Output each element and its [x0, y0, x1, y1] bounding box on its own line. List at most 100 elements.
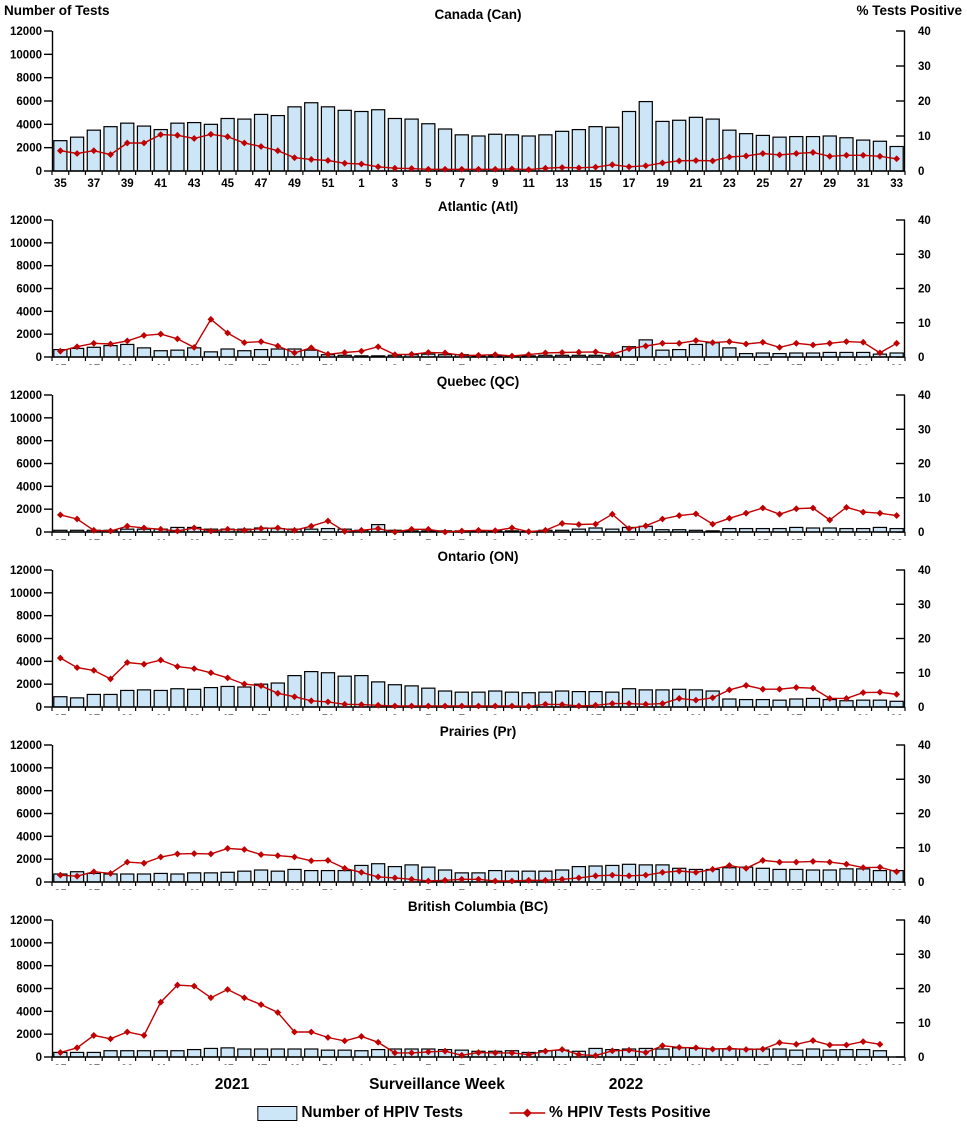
positivity-line-prairies-pr [56, 845, 901, 885]
svg-text:31: 31 [857, 178, 870, 190]
svg-text:21: 21 [690, 889, 703, 890]
svg-text:43: 43 [188, 539, 201, 540]
svg-text:11: 11 [523, 889, 536, 890]
svg-text:10: 10 [918, 1018, 931, 1030]
svg-text:41: 41 [154, 178, 167, 190]
panel-title-prairies-pr: Prairies (Pr) [440, 724, 517, 739]
panel-title-atlantic-atl: Atlantic (Atl) [438, 199, 518, 214]
bar-legend-swatch [257, 1105, 298, 1121]
svg-text:51: 51 [322, 178, 335, 190]
svg-text:4000: 4000 [16, 481, 42, 493]
svg-text:11: 11 [523, 178, 536, 190]
svg-text:39: 39 [121, 714, 134, 715]
svg-text:0: 0 [918, 1052, 924, 1064]
svg-text:0: 0 [918, 352, 924, 364]
svg-text:8000: 8000 [16, 611, 42, 623]
svg-text:41: 41 [154, 1064, 167, 1065]
svg-text:3: 3 [392, 178, 398, 190]
svg-text:1: 1 [358, 178, 365, 190]
svg-text:15: 15 [589, 364, 602, 365]
svg-text:35: 35 [54, 178, 67, 190]
svg-text:35: 35 [54, 539, 67, 540]
svg-text:13: 13 [556, 364, 569, 365]
y-axis-left: 0 2000 4000 6000 8000 10000 12000 [10, 740, 54, 889]
line-legend-label: % HPIV Tests Positive [548, 1104, 711, 1121]
svg-text:30: 30 [918, 61, 931, 73]
svg-text:3: 3 [392, 364, 398, 365]
positivity-line-atlantic-atl [56, 315, 901, 360]
svg-text:49: 49 [288, 364, 301, 365]
svg-text:1: 1 [358, 364, 365, 365]
svg-text:2000: 2000 [16, 329, 42, 341]
y-axis-left: 0 2000 4000 6000 8000 10000 12000 [10, 565, 54, 714]
svg-text:12000: 12000 [10, 740, 42, 752]
svg-text:10000: 10000 [10, 588, 42, 600]
svg-text:2000: 2000 [16, 504, 42, 516]
svg-text:37: 37 [87, 539, 100, 540]
svg-text:19: 19 [656, 178, 669, 190]
svg-text:7: 7 [459, 714, 465, 715]
svg-text:41: 41 [154, 889, 167, 890]
svg-text:39: 39 [121, 1064, 134, 1065]
svg-text:29: 29 [823, 178, 836, 190]
svg-text:11: 11 [523, 364, 536, 365]
svg-text:15: 15 [589, 889, 602, 890]
svg-text:33: 33 [890, 714, 903, 715]
svg-text:31: 31 [857, 1064, 870, 1065]
year-2021-label: 2021 [214, 1076, 250, 1093]
svg-text:8000: 8000 [16, 961, 42, 973]
svg-text:7: 7 [459, 539, 465, 540]
y-axis-left: 0 2000 4000 6000 8000 10000 12000 [10, 26, 54, 178]
svg-text:27: 27 [790, 1064, 803, 1065]
x-axis: 3537394143454749511357911131517192123252… [51, 881, 906, 890]
svg-text:31: 31 [857, 364, 870, 365]
svg-text:0: 0 [918, 166, 924, 178]
svg-text:23: 23 [723, 714, 736, 715]
svg-text:17: 17 [623, 539, 636, 540]
svg-text:17: 17 [623, 178, 636, 190]
svg-text:30: 30 [918, 599, 931, 611]
svg-text:12000: 12000 [10, 565, 42, 577]
svg-text:45: 45 [221, 178, 234, 190]
svg-text:19: 19 [656, 364, 669, 365]
svg-text:6000: 6000 [16, 459, 42, 471]
svg-text:20: 20 [918, 634, 931, 646]
svg-text:12000: 12000 [10, 915, 42, 927]
svg-text:17: 17 [623, 889, 636, 890]
svg-text:0: 0 [36, 1052, 42, 1064]
svg-text:35: 35 [54, 714, 67, 715]
svg-text:27: 27 [790, 178, 803, 190]
svg-text:20: 20 [918, 984, 931, 996]
svg-text:47: 47 [255, 714, 268, 715]
svg-text:15: 15 [589, 539, 602, 540]
svg-text:4000: 4000 [16, 656, 42, 668]
svg-text:33: 33 [890, 178, 903, 190]
svg-text:6000: 6000 [16, 96, 42, 108]
svg-text:7: 7 [459, 364, 465, 365]
svg-text:5: 5 [425, 889, 432, 890]
svg-text:43: 43 [188, 364, 201, 365]
svg-text:30: 30 [918, 949, 931, 961]
svg-text:31: 31 [857, 539, 870, 540]
svg-text:49: 49 [288, 178, 301, 190]
line-legend-swatch [508, 1106, 545, 1120]
svg-text:23: 23 [723, 364, 736, 365]
svg-text:43: 43 [188, 714, 201, 715]
svg-text:49: 49 [288, 1064, 301, 1065]
svg-text:43: 43 [188, 178, 201, 190]
svg-text:39: 39 [121, 178, 134, 190]
svg-text:25: 25 [756, 364, 769, 365]
svg-text:3: 3 [392, 539, 398, 540]
chart-prairies-pr: Prairies (Pr) 020004000600080001000012000… [10, 724, 931, 890]
svg-text:35: 35 [54, 889, 67, 890]
year-2022-label: 2022 [608, 1076, 644, 1093]
svg-text:19: 19 [656, 539, 669, 540]
svg-text:40: 40 [918, 740, 931, 752]
svg-text:17: 17 [623, 364, 636, 365]
svg-text:47: 47 [255, 178, 268, 190]
chart-ontario-on: Ontario (ON)0200040006000800010000120000… [10, 549, 931, 715]
svg-text:29: 29 [823, 364, 836, 365]
svg-text:27: 27 [790, 889, 803, 890]
panel-title-quebec-qc: Quebec (QC) [437, 374, 520, 389]
svg-text:30: 30 [918, 249, 931, 261]
